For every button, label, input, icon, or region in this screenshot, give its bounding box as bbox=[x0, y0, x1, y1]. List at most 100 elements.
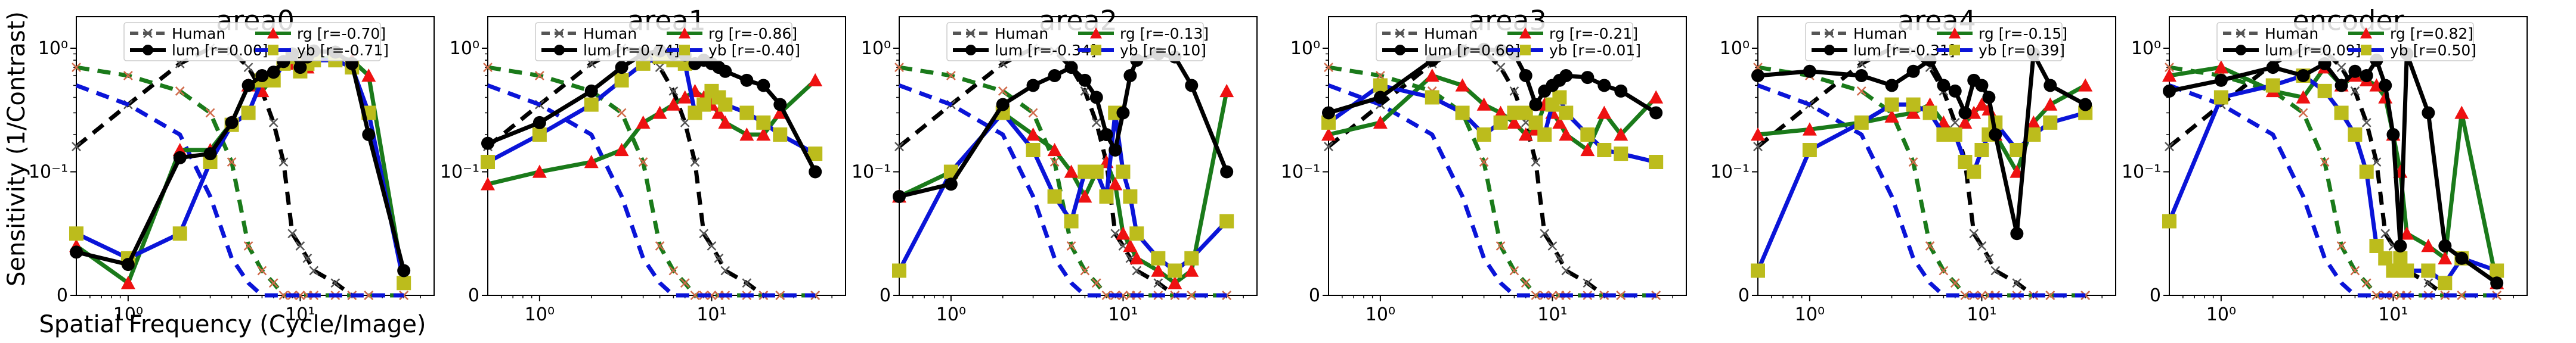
point-yb bbox=[1854, 115, 1869, 130]
series-line-lum bbox=[487, 49, 818, 173]
human-point bbox=[680, 118, 690, 127]
human-point bbox=[243, 241, 253, 251]
point-rg bbox=[1123, 238, 1138, 252]
point-yb bbox=[241, 105, 256, 120]
point-yb bbox=[2334, 105, 2349, 120]
legend-label: rg [r=-0.15] bbox=[1979, 25, 2067, 42]
point-yb bbox=[1580, 127, 1595, 142]
point-rg bbox=[666, 97, 681, 111]
human-point bbox=[714, 253, 724, 263]
y-tick-label: 0 bbox=[468, 285, 479, 306]
point-yb bbox=[1802, 142, 1817, 157]
point-yb bbox=[892, 263, 906, 278]
point-rg bbox=[1552, 115, 1567, 129]
point-yb bbox=[2490, 263, 2504, 278]
point-lum bbox=[2163, 84, 2176, 98]
series-line-human-yb bbox=[2168, 83, 2497, 298]
legend-marker bbox=[268, 45, 278, 55]
point-lum bbox=[397, 264, 411, 277]
point-rg bbox=[2296, 90, 2311, 104]
point-lum bbox=[242, 79, 255, 92]
human-point bbox=[894, 142, 904, 152]
human-point bbox=[617, 108, 627, 118]
x-tick-label: 10⁰ bbox=[1366, 304, 1395, 325]
point-lum bbox=[1529, 98, 1543, 111]
x-tick-label: 10¹ bbox=[285, 304, 315, 325]
human-point bbox=[1049, 157, 1060, 167]
point-yb bbox=[2369, 238, 2384, 253]
human-point bbox=[2298, 108, 2308, 118]
human-point bbox=[998, 86, 1008, 96]
point-rg bbox=[1958, 115, 1973, 129]
point-rg bbox=[1108, 177, 1123, 191]
human-point bbox=[330, 278, 340, 288]
point-lum bbox=[740, 73, 754, 87]
legend-label: rg [r=-0.86] bbox=[708, 25, 797, 42]
point-yb bbox=[2010, 142, 2024, 157]
point-lum bbox=[2386, 128, 2400, 142]
point-lum bbox=[2455, 251, 2469, 265]
point-rg bbox=[1219, 83, 1234, 98]
point-yb bbox=[1064, 214, 1079, 229]
legend-label: Human bbox=[1853, 25, 1907, 42]
point-rg bbox=[2454, 105, 2469, 119]
point-lum bbox=[70, 245, 83, 259]
point-yb bbox=[808, 146, 823, 161]
x-tick-label: 10⁰ bbox=[113, 304, 143, 325]
legend-label: rg [r=-0.13] bbox=[1120, 25, 1209, 42]
human-point bbox=[1950, 278, 1960, 288]
human-point bbox=[2350, 266, 2360, 276]
point-lum bbox=[1885, 79, 1899, 92]
series-line-yb bbox=[75, 55, 406, 283]
human-point bbox=[295, 291, 305, 300]
legend-label: Human bbox=[1424, 25, 1478, 42]
human-point bbox=[742, 278, 752, 288]
point-yb bbox=[1967, 164, 1981, 179]
point-lum bbox=[2266, 61, 2280, 74]
point-lum bbox=[2379, 79, 2392, 92]
point-lum bbox=[121, 258, 135, 272]
human-point bbox=[1187, 291, 1197, 300]
legend-marker bbox=[1520, 45, 1531, 55]
point-lum bbox=[1089, 91, 1103, 104]
point-yb bbox=[1151, 251, 1166, 266]
point-rg bbox=[1649, 90, 1664, 104]
human-point bbox=[2361, 278, 2371, 288]
x-tick-label: 10⁰ bbox=[936, 304, 966, 325]
point-yb bbox=[614, 73, 629, 88]
legend-marker bbox=[1395, 45, 1405, 55]
point-rg bbox=[1129, 251, 1144, 264]
point-lum bbox=[255, 69, 269, 83]
human-point bbox=[295, 241, 305, 251]
human-point bbox=[1521, 278, 1531, 288]
point-yb bbox=[1537, 127, 1552, 142]
point-lum bbox=[1614, 84, 1628, 98]
point-rg bbox=[1116, 226, 1131, 240]
point-rg bbox=[1518, 127, 1533, 141]
point-lum bbox=[773, 98, 787, 111]
legend-label: rg [r=-0.21] bbox=[1549, 25, 1638, 42]
x-tick-label: 10¹ bbox=[1967, 304, 1996, 325]
legend-label: yb [r=0.39] bbox=[1979, 42, 2065, 59]
point-yb bbox=[2393, 251, 2408, 266]
legend-label: yb [r=-0.71] bbox=[297, 42, 389, 59]
series-line-lum bbox=[76, 49, 406, 272]
point-lum bbox=[1597, 79, 1611, 92]
legend-marker bbox=[554, 45, 565, 55]
human-point bbox=[668, 266, 679, 276]
human-point bbox=[1066, 241, 1076, 251]
human-point bbox=[1479, 157, 1489, 167]
point-yb bbox=[2213, 90, 2228, 105]
point-lum bbox=[1649, 106, 1663, 120]
human-point bbox=[2012, 278, 2022, 288]
human-point bbox=[534, 71, 544, 80]
legend-marker bbox=[2236, 29, 2246, 38]
point-yb bbox=[1614, 146, 1628, 161]
point-yb bbox=[2043, 115, 2058, 130]
point-lum bbox=[1026, 79, 1040, 92]
